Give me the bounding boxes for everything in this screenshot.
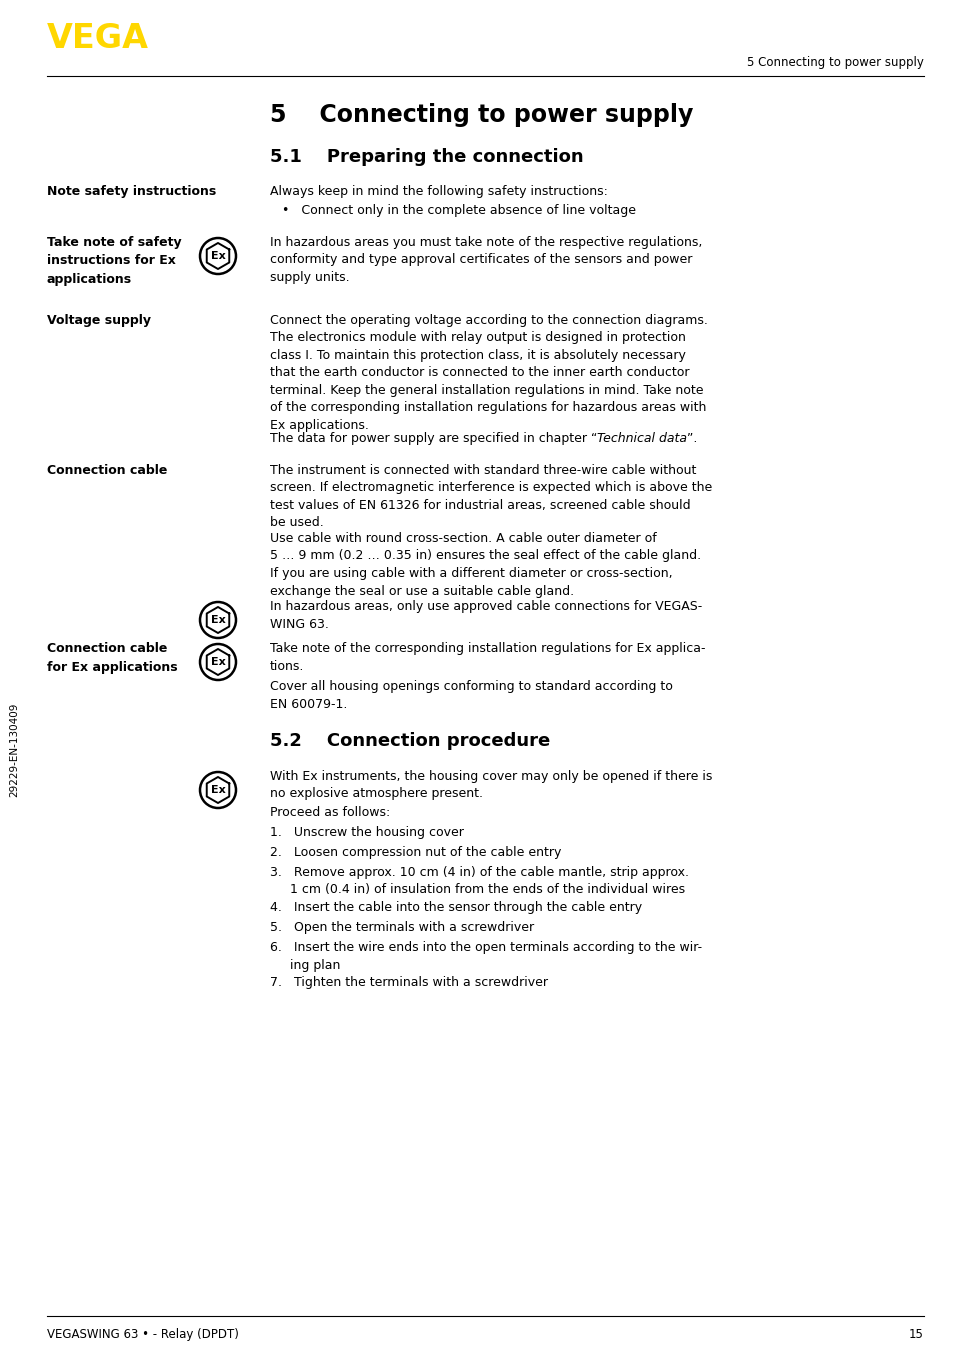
Text: With Ex instruments, the housing cover may only be opened if there is
no explosi: With Ex instruments, the housing cover m… [270,770,712,800]
Text: Connection cable
for Ex applications: Connection cable for Ex applications [47,642,177,673]
Text: The data for power supply are specified in chapter “: The data for power supply are specified … [270,432,597,445]
Text: Voltage supply: Voltage supply [47,314,151,328]
Text: 5 Connecting to power supply: 5 Connecting to power supply [746,56,923,69]
Text: Ex: Ex [211,615,225,626]
Text: VEGASWING 63 • - Relay (DPDT): VEGASWING 63 • - Relay (DPDT) [47,1328,238,1340]
Text: The instrument is connected with standard three-wire cable without
screen. If el: The instrument is connected with standar… [270,464,712,529]
Text: Use cable with round cross-section. A cable outer diameter of
5 … 9 mm (0.2 … 0.: Use cable with round cross-section. A ca… [270,532,700,597]
Text: Cover all housing openings conforming to standard according to
EN 60079-1.: Cover all housing openings conforming to… [270,680,672,711]
Text: Take note of safety
instructions for Ex
applications: Take note of safety instructions for Ex … [47,236,181,286]
Text: Technical data: Technical data [597,432,687,445]
Text: Connect the operating voltage according to the connection diagrams.
The electron: Connect the operating voltage according … [270,314,707,432]
Text: In hazardous areas, only use approved cable connections for VEGAS-
WING 63.: In hazardous areas, only use approved ca… [270,600,701,631]
Text: Proceed as follows:: Proceed as follows: [270,806,390,819]
Text: The data for power supply are specified in chapter “: The data for power supply are specified … [270,432,597,445]
Text: Take note of the corresponding installation regulations for Ex applica-
tions.: Take note of the corresponding installat… [270,642,705,673]
Text: 1.   Unscrew the housing cover: 1. Unscrew the housing cover [270,826,463,839]
Text: 3.   Remove approx. 10 cm (4 in) of the cable mantle, strip approx.
     1 cm (0: 3. Remove approx. 10 cm (4 in) of the ca… [270,867,688,896]
Text: In hazardous areas you must take note of the respective regulations,
conformity : In hazardous areas you must take note of… [270,236,701,284]
Text: Ex: Ex [211,785,225,795]
Text: 5.2    Connection procedure: 5.2 Connection procedure [270,733,550,750]
Text: 4.   Insert the cable into the sensor through the cable entry: 4. Insert the cable into the sensor thro… [270,900,641,914]
Text: Technical data: Technical data [597,432,687,445]
Text: 5    Connecting to power supply: 5 Connecting to power supply [270,103,693,127]
Text: Connection cable: Connection cable [47,464,167,477]
Text: Ex: Ex [211,250,225,261]
Text: 15: 15 [908,1328,923,1340]
Text: 5.   Open the terminals with a screwdriver: 5. Open the terminals with a screwdriver [270,921,534,934]
Text: Always keep in mind the following safety instructions:: Always keep in mind the following safety… [270,185,607,198]
Text: 7.   Tighten the terminals with a screwdriver: 7. Tighten the terminals with a screwdri… [270,976,547,988]
Text: 29229-EN-130409: 29229-EN-130409 [9,703,19,798]
Text: Ex: Ex [211,657,225,668]
Text: ”.: ”. [687,432,697,445]
Text: 6.   Insert the wire ends into the open terminals according to the wir-
     ing: 6. Insert the wire ends into the open te… [270,941,701,972]
Text: Note safety instructions: Note safety instructions [47,185,216,198]
Text: •   Connect only in the complete absence of line voltage: • Connect only in the complete absence o… [282,204,636,217]
Text: VEGA: VEGA [47,22,149,56]
Text: 5.1    Preparing the connection: 5.1 Preparing the connection [270,148,583,167]
Text: 2.   Loosen compression nut of the cable entry: 2. Loosen compression nut of the cable e… [270,846,560,858]
